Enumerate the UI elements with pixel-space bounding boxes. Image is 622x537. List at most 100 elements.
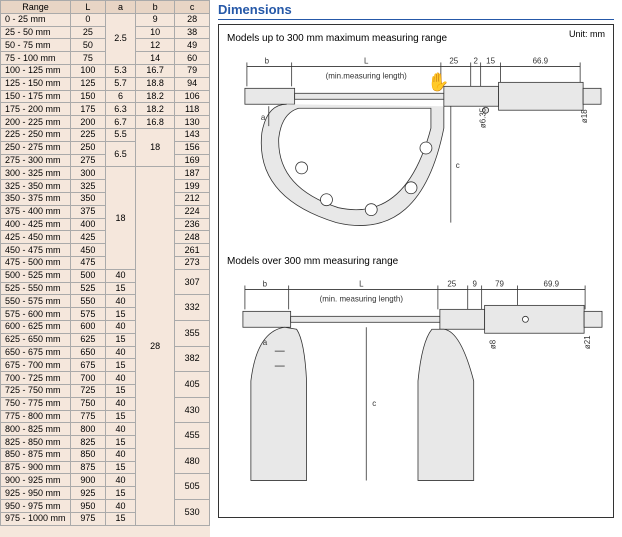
cell-L: 700	[71, 372, 106, 385]
cell-L: 75	[71, 52, 106, 65]
table-row: 75 - 100 mm751460	[1, 52, 210, 65]
table-row: 25 - 50 mm251038	[1, 26, 210, 39]
cell-L: 925	[71, 487, 106, 500]
cell-c: 480	[175, 448, 210, 474]
cell-L: 325	[71, 180, 106, 193]
cell-a: 5.3	[105, 64, 135, 77]
table-row: 400 - 425 mm400236	[1, 218, 210, 231]
table-row: 375 - 400 mm375 224	[1, 205, 210, 218]
cell-range: 175 - 200 mm	[1, 103, 71, 116]
cell-range: 325 - 350 mm	[1, 180, 71, 193]
cell-L: 400	[71, 218, 106, 231]
svg-text:9: 9	[472, 279, 477, 288]
drawing-1: b L (min.measuring length) 25 2 15 66.9	[227, 48, 605, 248]
table-row: 275 - 300 mm275169	[1, 154, 210, 167]
table-row: 200 - 225 mm2006.716.8130	[1, 116, 210, 129]
col-header: c	[175, 1, 210, 14]
table-row: 425 - 450 mm425248	[1, 231, 210, 244]
cell-a: 40	[105, 500, 135, 513]
cell-c: 106	[175, 90, 210, 103]
cell-L: 300	[71, 167, 106, 180]
cell-c: 49	[175, 39, 210, 52]
cell-L: 825	[71, 436, 106, 449]
cell-c: 248	[175, 231, 210, 244]
cell-c: 187	[175, 167, 210, 180]
cell-range: 950 - 975 mm	[1, 500, 71, 513]
cell-c: 28	[175, 13, 210, 26]
cell-range: 475 - 500 mm	[1, 256, 71, 269]
cell-c: 261	[175, 244, 210, 257]
cell-b: 10	[136, 26, 175, 39]
cell-range: 825 - 850 mm	[1, 436, 71, 449]
table-row: 100 - 125 mm1005.316.779	[1, 64, 210, 77]
cell-c: 60	[175, 52, 210, 65]
svg-text:ø18: ø18	[580, 109, 589, 123]
cell-b: 18.8	[136, 77, 175, 90]
svg-text:25: 25	[447, 279, 456, 288]
cell-L: 100	[71, 64, 106, 77]
table-row: 350 - 375 mm350212	[1, 192, 210, 205]
cell-L: 250	[71, 141, 106, 154]
svg-text:b: b	[263, 279, 268, 288]
cell-L: 375	[71, 205, 106, 218]
cell-L: 875	[71, 461, 106, 474]
svg-text:c: c	[456, 161, 460, 170]
cell-L: 50	[71, 39, 106, 52]
cell-range: 0 - 25 mm	[1, 13, 71, 26]
col-header: L	[71, 1, 106, 14]
svg-text:79: 79	[495, 279, 504, 288]
cell-range: 375 - 400 mm	[1, 205, 71, 218]
cell-range: 225 - 250 mm	[1, 128, 71, 141]
table-row: 550 - 575 mm55040332	[1, 295, 210, 308]
table-row: 750 - 775 mm75040430	[1, 397, 210, 410]
cell-a: 40	[105, 346, 135, 359]
cell-c: 224	[175, 205, 210, 218]
cell-range: 125 - 150 mm	[1, 77, 71, 90]
cell-c: 236	[175, 218, 210, 231]
cell-a: 40	[105, 269, 135, 282]
table-row: 300 - 325 mm3001828187	[1, 167, 210, 180]
cell-range: 300 - 325 mm	[1, 167, 71, 180]
cell-range: 625 - 650 mm	[1, 333, 71, 346]
svg-text:2: 2	[473, 56, 478, 65]
cell-c: 156	[175, 141, 210, 154]
table-row: 325 - 350 mm325 199	[1, 180, 210, 193]
cell-L: 475	[71, 256, 106, 269]
cell-a: 6.7	[105, 116, 135, 129]
cell-a: 15	[105, 410, 135, 423]
cell-a: 40	[105, 423, 135, 436]
cell-range: 350 - 375 mm	[1, 192, 71, 205]
table-row: 225 - 250 mm2255.518143	[1, 128, 210, 141]
cell-L: 750	[71, 397, 106, 410]
cell-a: 15	[105, 384, 135, 397]
cell-L: 850	[71, 448, 106, 461]
table-row: 600 - 625 mm60040355	[1, 320, 210, 333]
table-row: 175 - 200 mm1756.318.2118	[1, 103, 210, 116]
svg-text:ø8: ø8	[489, 339, 498, 349]
cell-a: 15	[105, 359, 135, 372]
cell-range: 750 - 775 mm	[1, 397, 71, 410]
cell-range: 600 - 625 mm	[1, 320, 71, 333]
cell-L: 175	[71, 103, 106, 116]
table-row: 125 - 150 mm1255.718.894	[1, 77, 210, 90]
cell-c: 430	[175, 397, 210, 423]
cell-c: 199	[175, 180, 210, 193]
cell-range: 75 - 100 mm	[1, 52, 71, 65]
table-row: 950 - 975 mm95040530	[1, 500, 210, 513]
svg-text:L: L	[359, 279, 364, 288]
cell-c: 94	[175, 77, 210, 90]
cell-a: 6	[105, 90, 135, 103]
subheading-2: Models over 300 mm measuring range	[227, 256, 605, 267]
svg-text:ø6.35: ø6.35	[479, 107, 488, 128]
table-row: 150 - 175 mm150618.2106	[1, 90, 210, 103]
cell-c: 455	[175, 423, 210, 449]
cell-range: 700 - 725 mm	[1, 372, 71, 385]
subheading-1: Models up to 300 mm maximum measuring ra…	[227, 33, 605, 44]
cell-a: 15	[105, 333, 135, 346]
cell-c: 143	[175, 128, 210, 141]
cell-L: 500	[71, 269, 106, 282]
cell-c: 505	[175, 474, 210, 500]
svg-text:66.9: 66.9	[533, 56, 549, 65]
spec-table: RangeLabc 0 - 25 mm02.592825 - 50 mm2510…	[0, 0, 210, 526]
cell-a: 15	[105, 436, 135, 449]
